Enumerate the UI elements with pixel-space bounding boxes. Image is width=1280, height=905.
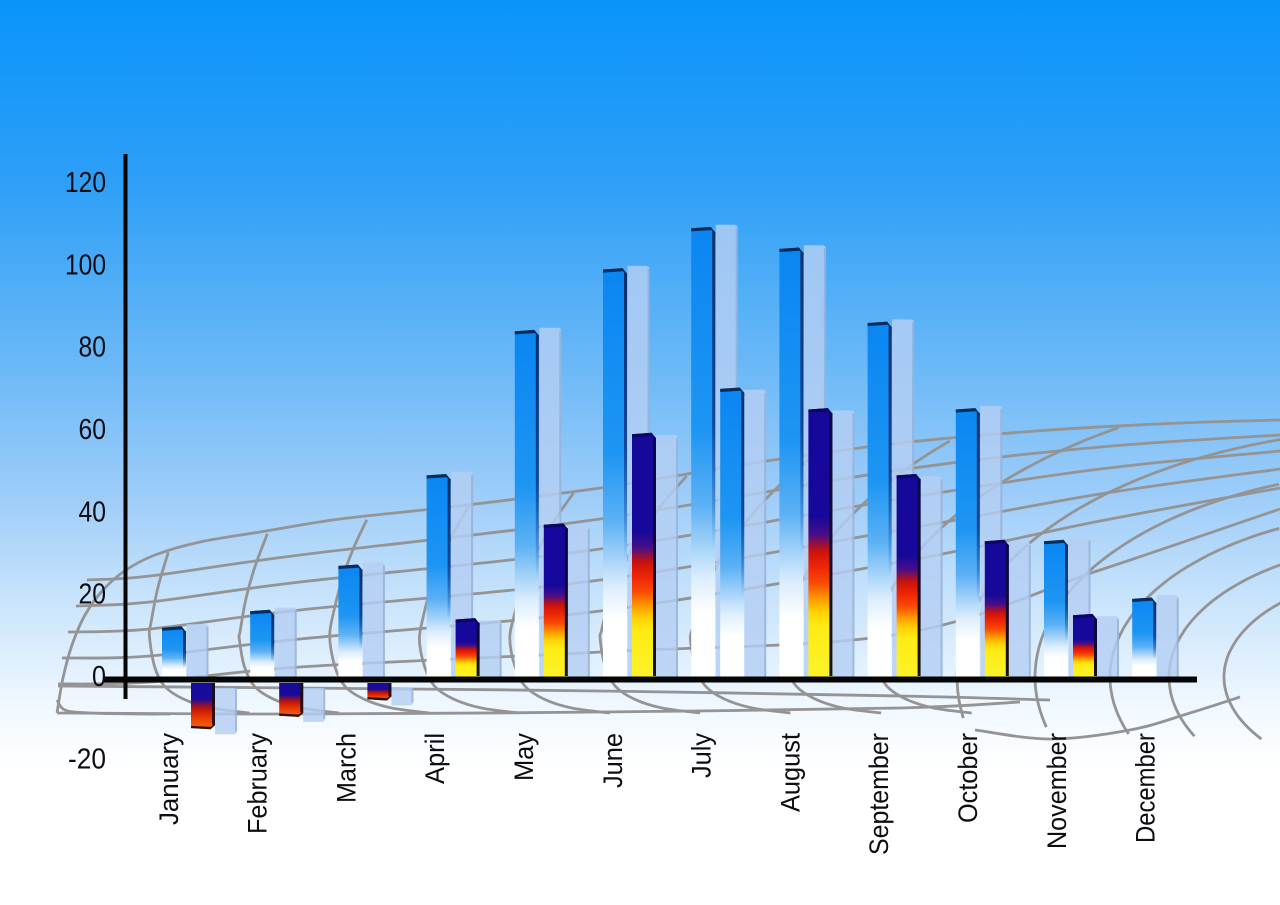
svg-text:20: 20	[79, 579, 107, 611]
svg-text:July: July	[687, 732, 717, 778]
svg-text:-20: -20	[68, 743, 106, 775]
svg-text:80: 80	[79, 332, 107, 364]
svg-text:0: 0	[92, 661, 106, 693]
svg-text:120: 120	[65, 167, 106, 199]
svg-text:October: October	[953, 733, 983, 823]
svg-text:February: February	[243, 732, 273, 834]
svg-text:100: 100	[65, 249, 106, 281]
svg-text:August: August	[775, 732, 805, 812]
svg-text:November: November	[1042, 733, 1072, 849]
svg-text:60: 60	[79, 414, 107, 446]
svg-text:May: May	[509, 732, 539, 781]
svg-text:40: 40	[79, 496, 107, 528]
svg-text:January: January	[154, 732, 184, 825]
svg-text:April: April	[420, 733, 450, 784]
svg-text:March: March	[331, 733, 361, 803]
svg-text:December: December	[1131, 733, 1161, 843]
svg-text:June: June	[598, 733, 628, 788]
svg-text:September: September	[864, 733, 894, 855]
